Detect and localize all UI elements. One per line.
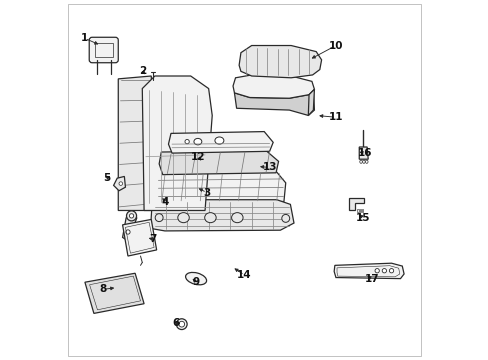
Text: 6: 6 bbox=[172, 319, 180, 328]
Bar bbox=[95, 43, 112, 57]
Ellipse shape bbox=[179, 321, 184, 327]
Polygon shape bbox=[239, 45, 321, 78]
Ellipse shape bbox=[362, 160, 365, 163]
Polygon shape bbox=[308, 89, 314, 116]
Ellipse shape bbox=[184, 139, 189, 144]
Text: 7: 7 bbox=[149, 234, 157, 244]
Text: 17: 17 bbox=[364, 274, 378, 284]
Polygon shape bbox=[348, 198, 363, 211]
Ellipse shape bbox=[204, 213, 216, 223]
Ellipse shape bbox=[185, 273, 206, 285]
Text: 4: 4 bbox=[162, 197, 169, 207]
Ellipse shape bbox=[126, 211, 136, 221]
Polygon shape bbox=[113, 176, 125, 191]
Polygon shape bbox=[159, 150, 278, 175]
Ellipse shape bbox=[231, 213, 243, 223]
FancyBboxPatch shape bbox=[89, 37, 118, 63]
Polygon shape bbox=[233, 75, 314, 98]
Text: 10: 10 bbox=[328, 41, 343, 50]
Ellipse shape bbox=[374, 269, 379, 273]
Text: 13: 13 bbox=[262, 162, 276, 172]
Ellipse shape bbox=[155, 214, 163, 222]
Ellipse shape bbox=[359, 160, 362, 163]
Ellipse shape bbox=[125, 230, 130, 234]
Ellipse shape bbox=[382, 269, 386, 273]
Polygon shape bbox=[122, 218, 137, 241]
Ellipse shape bbox=[365, 160, 367, 163]
Text: 16: 16 bbox=[357, 148, 371, 158]
Polygon shape bbox=[359, 147, 367, 159]
Text: 14: 14 bbox=[237, 270, 251, 280]
Ellipse shape bbox=[281, 215, 289, 222]
Text: 9: 9 bbox=[192, 277, 199, 287]
Bar bbox=[357, 210, 358, 212]
Text: 12: 12 bbox=[190, 152, 204, 162]
Bar bbox=[361, 210, 363, 212]
Polygon shape bbox=[333, 263, 403, 279]
Text: 1: 1 bbox=[81, 33, 88, 43]
Polygon shape bbox=[150, 200, 293, 231]
Polygon shape bbox=[234, 89, 314, 116]
Ellipse shape bbox=[119, 182, 122, 185]
Polygon shape bbox=[156, 172, 285, 202]
Ellipse shape bbox=[129, 214, 133, 218]
Text: 5: 5 bbox=[102, 173, 110, 183]
Ellipse shape bbox=[388, 269, 393, 273]
Polygon shape bbox=[118, 76, 156, 211]
Ellipse shape bbox=[176, 319, 187, 329]
Polygon shape bbox=[168, 132, 273, 153]
Ellipse shape bbox=[178, 213, 189, 223]
Text: 11: 11 bbox=[328, 112, 343, 122]
Polygon shape bbox=[85, 273, 144, 314]
Ellipse shape bbox=[194, 138, 202, 145]
Bar bbox=[359, 210, 360, 212]
Text: 15: 15 bbox=[355, 213, 369, 222]
Polygon shape bbox=[122, 220, 156, 256]
Text: 2: 2 bbox=[139, 66, 145, 76]
Text: 3: 3 bbox=[203, 188, 210, 198]
Polygon shape bbox=[142, 76, 212, 211]
Ellipse shape bbox=[214, 137, 224, 144]
Text: 8: 8 bbox=[99, 284, 106, 294]
